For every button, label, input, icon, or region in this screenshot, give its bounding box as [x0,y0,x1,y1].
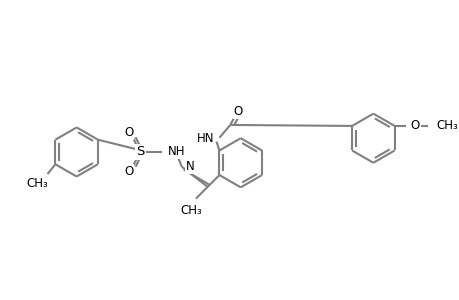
Text: O: O [124,126,133,139]
Text: O: O [233,105,242,118]
Text: O: O [409,119,419,132]
Text: HN: HN [196,132,214,145]
Text: CH₃: CH₃ [27,177,49,190]
Text: NH: NH [168,146,185,158]
Text: S: S [136,146,145,158]
Text: CH₃: CH₃ [179,204,202,217]
Text: CH₃: CH₃ [435,119,457,132]
Text: O: O [124,165,133,178]
Text: N: N [185,160,194,173]
